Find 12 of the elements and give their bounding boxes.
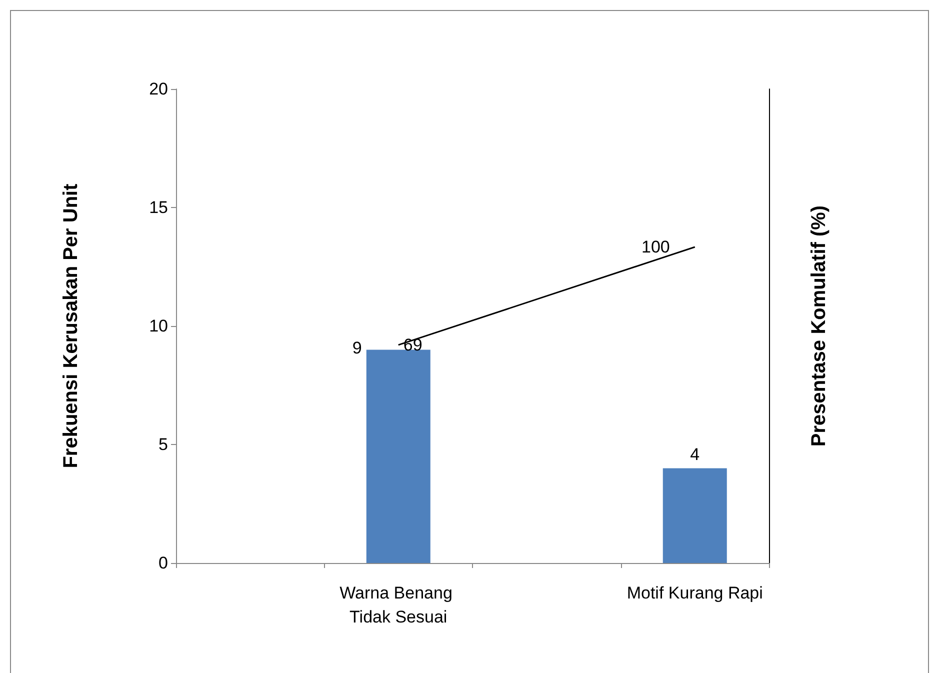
- data-label: 4: [690, 445, 700, 464]
- data-label: 100: [642, 238, 670, 256]
- data-label: 9: [352, 338, 362, 358]
- y-tick-label: 15: [149, 198, 168, 217]
- y-tick-label: 10: [149, 316, 168, 336]
- x-tick-label: Motif Kurang Rapi: [626, 584, 763, 602]
- y-axis-title: Frekuensi Kerusakan Per Unit: [60, 183, 82, 468]
- y-tick-label: 20: [149, 80, 168, 98]
- x-tick-label: Warna Benang Tidak Sesuai: [340, 584, 458, 626]
- y-tick-label: 0: [158, 554, 168, 572]
- y-tick-label: 5: [158, 435, 168, 454]
- y2-axis-title: Presentase Komulatif (%): [808, 205, 830, 447]
